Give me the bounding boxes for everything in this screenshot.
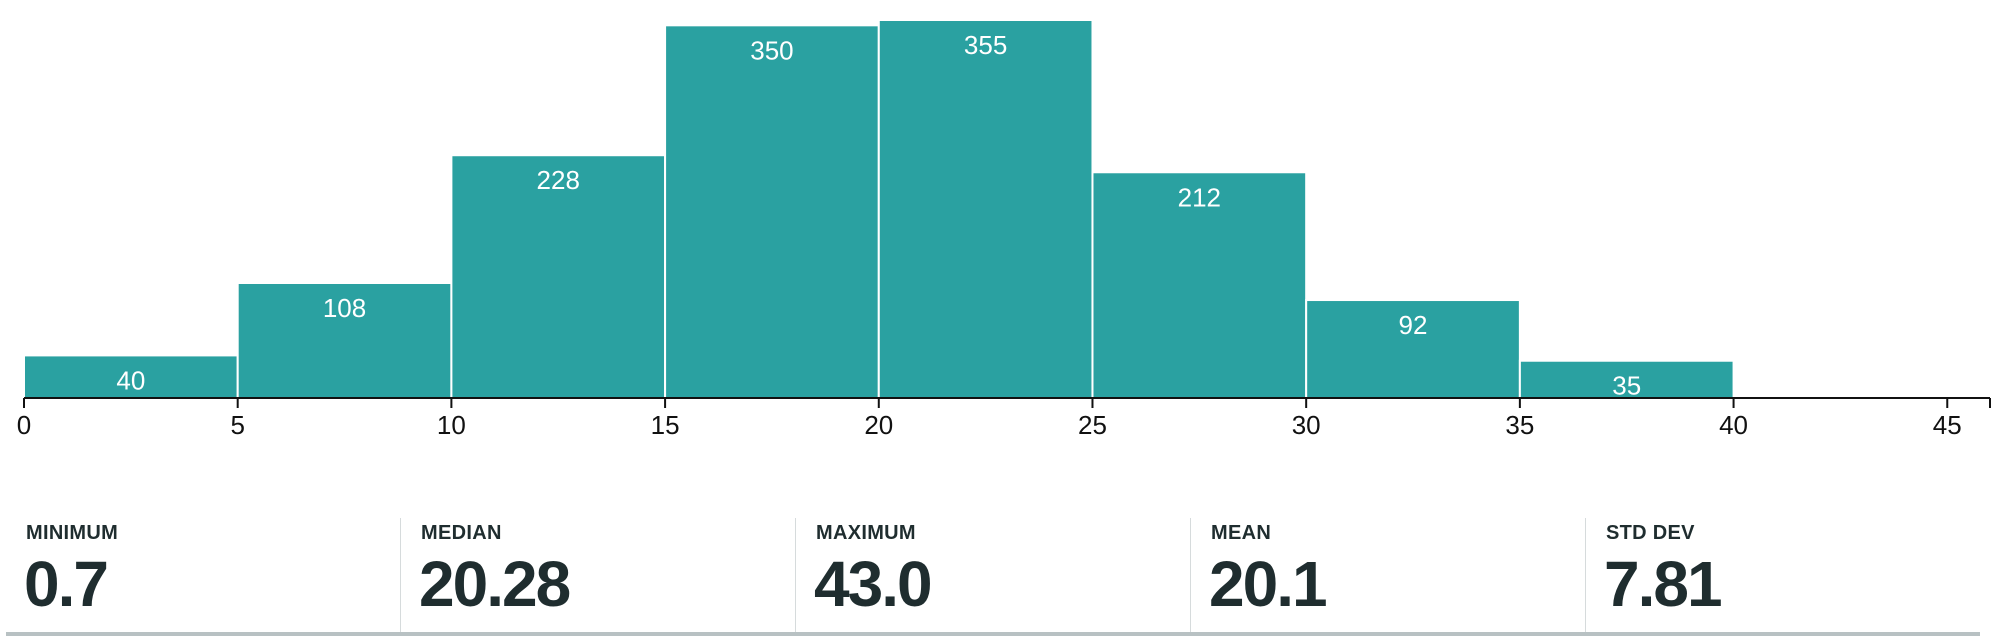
x-tick-label-2: 10 — [437, 410, 466, 440]
bar-value-label-1: 108 — [323, 293, 366, 323]
histogram-bar-0 — [23, 354, 239, 399]
stat-mean: MEAN 20.1 — [1190, 518, 1585, 632]
stat-label: MINIMUM — [26, 522, 119, 544]
histogram-bar-2 — [450, 154, 667, 399]
x-tick-label-7: 35 — [1505, 410, 1534, 440]
x-tick-label-1: 5 — [230, 410, 244, 440]
bar-value-label-3: 350 — [750, 35, 793, 65]
histogram-chart: 40 108 228 350 355 212 92 35 0 5 10 15 20 25 30 35 40 45 — [17, 19, 1991, 440]
stat-maximum: MAXIMUM 43.0 — [795, 518, 1190, 632]
histogram-bar-4 — [877, 19, 1094, 399]
bar-value-label-2: 228 — [537, 165, 580, 195]
histogram-bar-7 — [1518, 359, 1735, 399]
stat-value: 20.28 — [419, 548, 571, 620]
x-tick-label-6: 30 — [1292, 410, 1321, 440]
bar-value-label-6: 92 — [1399, 310, 1428, 340]
bar-value-label-7: 35 — [1612, 371, 1641, 401]
stat-value: 0.7 — [24, 548, 109, 620]
x-tick-label-9: 45 — [1933, 410, 1962, 440]
stat-label: MAXIMUM — [816, 522, 916, 544]
x-tick-label-4: 20 — [864, 410, 893, 440]
stat-label: STD DEV — [1606, 522, 1695, 544]
x-tick-label-0: 0 — [17, 410, 31, 440]
stat-value: 7.81 — [1604, 548, 1723, 620]
stat-median: MEDIAN 20.28 — [400, 518, 795, 632]
bar-value-label-0: 40 — [116, 365, 145, 395]
stat-value: 20.1 — [1209, 548, 1328, 620]
stat-std-dev: STD DEV 7.81 — [1585, 518, 1980, 632]
x-tick-label-3: 15 — [651, 410, 680, 440]
x-tick-label-5: 25 — [1078, 410, 1107, 440]
stat-value: 43.0 — [814, 548, 933, 620]
summary-stats: MINIMUM 0.7 MEDIAN 20.28 MAXIMUM 43.0 ME… — [6, 518, 1980, 636]
histogram-bar-5 — [1091, 171, 1308, 399]
bars — [23, 19, 1735, 399]
bar-value-label-5: 212 — [1178, 182, 1221, 212]
x-axis: 0 5 10 15 20 25 30 35 40 45 — [17, 397, 1991, 440]
bar-labels: 40 108 228 350 355 212 92 35 — [116, 30, 1641, 401]
histogram-bar-3 — [664, 24, 880, 399]
stat-label: MEAN — [1211, 522, 1272, 544]
stat-label: MEDIAN — [421, 522, 502, 544]
stat-minimum: MINIMUM 0.7 — [6, 518, 400, 632]
histogram-bar-1 — [236, 282, 453, 399]
bar-value-label-4: 355 — [964, 30, 1007, 60]
x-tick-label-8: 40 — [1719, 410, 1748, 440]
